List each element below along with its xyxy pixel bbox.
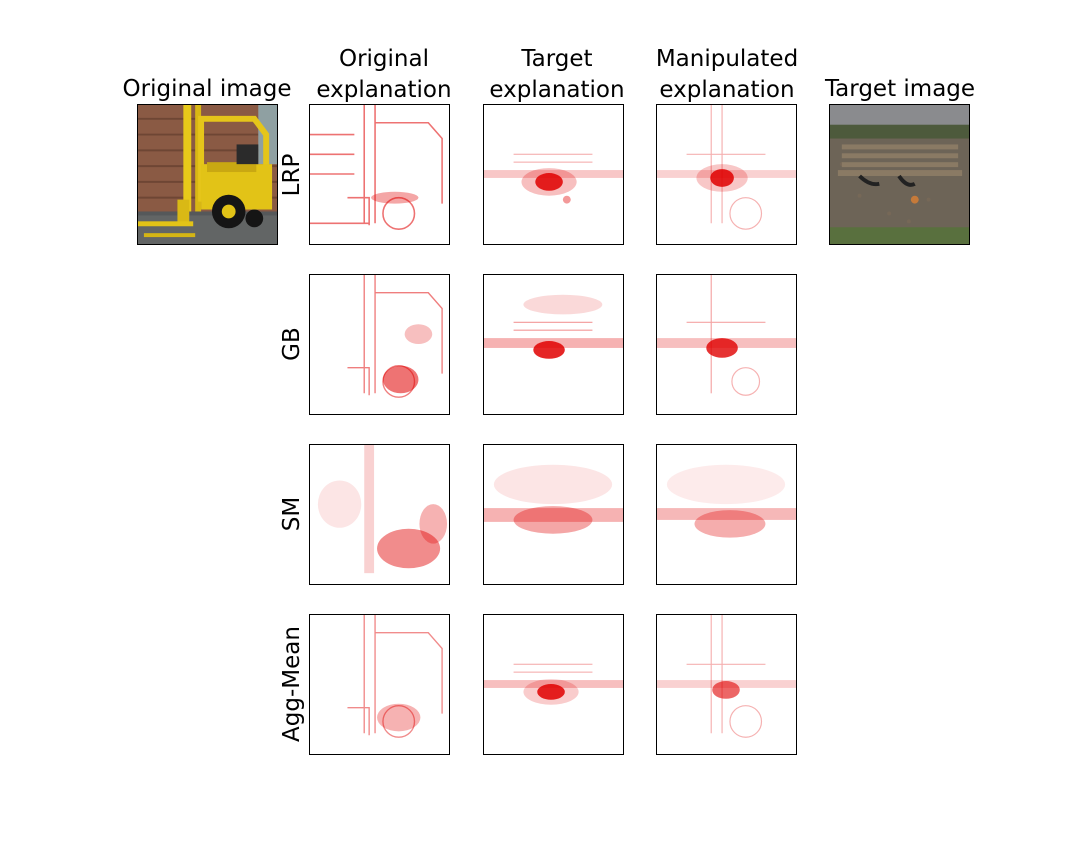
heatmap-gb-original [309, 274, 450, 415]
heatmap-sm-target [483, 444, 624, 585]
row-label-gb: GB [279, 327, 305, 361]
heatmap-agg-mean-manipulated [656, 614, 797, 755]
target-image-bench [829, 104, 970, 245]
heatmap-gb-target [483, 274, 624, 415]
heatmap-sm-manipulated [656, 444, 797, 585]
original-image-forklift [137, 104, 278, 245]
col-title-original-image: Original image [122, 76, 292, 102]
heatmap-lrp-manipulated [656, 104, 797, 245]
col-title-target-explanation: Target explanation [489, 46, 625, 103]
col-title-target-image: Target image [824, 76, 976, 102]
heatmap-gb-manipulated [656, 274, 797, 415]
col-title-original-explanation: Original explanation [316, 46, 452, 103]
heatmap-lrp-original [309, 104, 450, 245]
heatmap-lrp-target [483, 104, 624, 245]
row-label-sm: SM [279, 496, 305, 532]
col-title-manipulated-explanation: Manipulated explanation [655, 46, 799, 103]
heatmap-agg-mean-target [483, 614, 624, 755]
row-label-agg-mean: Agg-Mean [279, 626, 305, 742]
heatmap-sm-original [309, 444, 450, 585]
row-label-lrp: LRP [279, 153, 305, 197]
heatmap-agg-mean-original [309, 614, 450, 755]
